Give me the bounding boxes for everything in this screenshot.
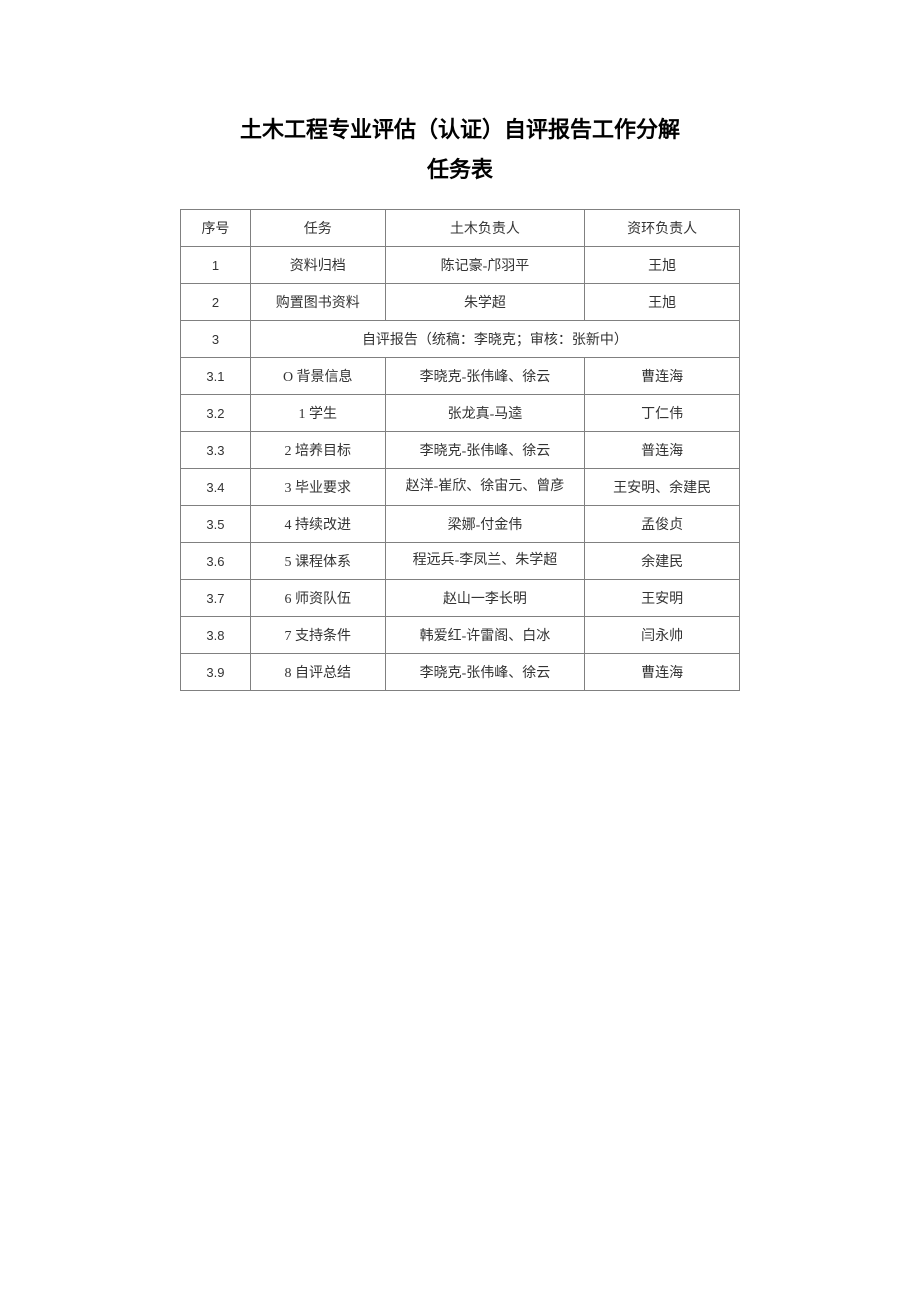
header-civil-lead: 土木负责人 bbox=[385, 210, 585, 247]
cell-civil-lead: 李晓克-张伟峰、徐云 bbox=[385, 654, 585, 691]
table-row: 3.5 4 持续改进 梁娜-付金伟 孟俊贞 bbox=[181, 506, 740, 543]
cell-civil-lead: 朱学超 bbox=[385, 284, 585, 321]
task-breakdown-table: 序号 任务 土木负责人 资环负责人 1 资料归档 陈记豪-邝羽平 王旭 2 购置… bbox=[180, 209, 740, 691]
cell-seq: 3.6 bbox=[181, 543, 251, 580]
cell-task: 5 课程体系 bbox=[250, 543, 385, 580]
document-title: 土木工程专业评估（认证）自评报告工作分解 任务表 bbox=[180, 110, 740, 189]
cell-civil-lead: 韩爱红-许雷阁、白冰 bbox=[385, 617, 585, 654]
cell-env-lead: 闫永帅 bbox=[585, 617, 740, 654]
cell-civil-lead: 梁娜-付金伟 bbox=[385, 506, 585, 543]
cell-civil-lead: 李晓克-张伟峰、徐云 bbox=[385, 358, 585, 395]
table-header-row: 序号 任务 土木负责人 资环负责人 bbox=[181, 210, 740, 247]
table-row: 3.2 1 学生 张龙真-马逵 丁仁伟 bbox=[181, 395, 740, 432]
cell-env-lead: 曹连海 bbox=[585, 358, 740, 395]
cell-task: 2 培养目标 bbox=[250, 432, 385, 469]
cell-task: 购置图书资料 bbox=[250, 284, 385, 321]
cell-task: 4 持续改进 bbox=[250, 506, 385, 543]
table-row: 3.3 2 培养目标 李晓克-张伟峰、徐云 普连海 bbox=[181, 432, 740, 469]
table-row-merged: 3 自评报告（统稿：李晓克；审核：张新中） bbox=[181, 321, 740, 358]
cell-task: 7 支持条件 bbox=[250, 617, 385, 654]
table-row: 3.8 7 支持条件 韩爱红-许雷阁、白冰 闫永帅 bbox=[181, 617, 740, 654]
table-row: 3.7 6 师资队伍 赵山一李长明 王安明 bbox=[181, 580, 740, 617]
cell-civil-lead: 张龙真-马逵 bbox=[385, 395, 585, 432]
cell-merged: 自评报告（统稿：李晓克；审核：张新中） bbox=[250, 321, 739, 358]
cell-civil-lead: 陈记豪-邝羽平 bbox=[385, 247, 585, 284]
title-line-1: 土木工程专业评估（认证）自评报告工作分解 bbox=[180, 110, 740, 150]
cell-env-lead: 丁仁伟 bbox=[585, 395, 740, 432]
header-seq: 序号 bbox=[181, 210, 251, 247]
cell-civil-lead: 赵洋-崔欣、徐宙元、曾彦 bbox=[385, 469, 585, 506]
table-row: 2 购置图书资料 朱学超 王旭 bbox=[181, 284, 740, 321]
cell-seq: 3 bbox=[181, 321, 251, 358]
cell-env-lead: 王安明 bbox=[585, 580, 740, 617]
cell-civil-lead: 程远兵-李凤兰、朱学超 bbox=[385, 543, 585, 580]
cell-task: 3 毕业要求 bbox=[250, 469, 385, 506]
cell-env-lead: 王安明、余建民 bbox=[585, 469, 740, 506]
table-row: 3.6 5 课程体系 程远兵-李凤兰、朱学超 余建民 bbox=[181, 543, 740, 580]
table-row: 3.1 O 背景信息 李晓克-张伟峰、徐云 曹连海 bbox=[181, 358, 740, 395]
cell-env-lead: 王旭 bbox=[585, 247, 740, 284]
header-env-lead: 资环负责人 bbox=[585, 210, 740, 247]
title-line-2: 任务表 bbox=[180, 150, 740, 190]
cell-civil-lead: 赵山一李长明 bbox=[385, 580, 585, 617]
cell-task: 6 师资队伍 bbox=[250, 580, 385, 617]
cell-civil-lead: 李晓克-张伟峰、徐云 bbox=[385, 432, 585, 469]
cell-seq: 3.7 bbox=[181, 580, 251, 617]
cell-seq: 3.3 bbox=[181, 432, 251, 469]
cell-seq: 3.1 bbox=[181, 358, 251, 395]
cell-task: O 背景信息 bbox=[250, 358, 385, 395]
cell-seq: 3.2 bbox=[181, 395, 251, 432]
cell-env-lead: 曹连海 bbox=[585, 654, 740, 691]
cell-env-lead: 王旭 bbox=[585, 284, 740, 321]
table-row: 1 资料归档 陈记豪-邝羽平 王旭 bbox=[181, 247, 740, 284]
cell-task: 1 学生 bbox=[250, 395, 385, 432]
table-row: 3.4 3 毕业要求 赵洋-崔欣、徐宙元、曾彦 王安明、余建民 bbox=[181, 469, 740, 506]
cell-env-lead: 普连海 bbox=[585, 432, 740, 469]
cell-seq: 3.4 bbox=[181, 469, 251, 506]
cell-env-lead: 余建民 bbox=[585, 543, 740, 580]
cell-seq: 3.9 bbox=[181, 654, 251, 691]
cell-task: 资料归档 bbox=[250, 247, 385, 284]
table-body: 1 资料归档 陈记豪-邝羽平 王旭 2 购置图书资料 朱学超 王旭 3 自评报告… bbox=[181, 247, 740, 691]
cell-seq: 2 bbox=[181, 284, 251, 321]
table-row: 3.9 8 自评总结 李晓克-张伟峰、徐云 曹连海 bbox=[181, 654, 740, 691]
header-task: 任务 bbox=[250, 210, 385, 247]
cell-seq: 3.5 bbox=[181, 506, 251, 543]
cell-seq: 1 bbox=[181, 247, 251, 284]
cell-task: 8 自评总结 bbox=[250, 654, 385, 691]
cell-seq: 3.8 bbox=[181, 617, 251, 654]
cell-env-lead: 孟俊贞 bbox=[585, 506, 740, 543]
